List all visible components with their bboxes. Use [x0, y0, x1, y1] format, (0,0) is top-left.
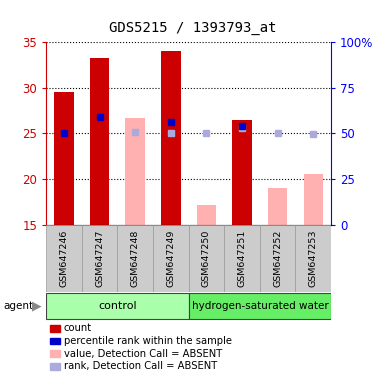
Text: rank, Detection Call = ABSENT: rank, Detection Call = ABSENT [64, 361, 217, 371]
Text: GSM647249: GSM647249 [166, 230, 175, 287]
Bar [153, 225, 189, 292]
Text: count: count [64, 323, 92, 333]
Text: GSM647247: GSM647247 [95, 230, 104, 287]
Text: hydrogen-saturated water: hydrogen-saturated water [191, 301, 328, 311]
Bar [296, 225, 331, 292]
Bar [303, 174, 323, 225]
Bar [54, 93, 74, 225]
Text: GSM647252: GSM647252 [273, 230, 282, 287]
Text: GSM647246: GSM647246 [60, 230, 69, 287]
Bar [189, 225, 224, 292]
Text: percentile rank within the sample: percentile rank within the sample [64, 336, 231, 346]
Bar [90, 58, 109, 225]
Text: GSM647253: GSM647253 [309, 230, 318, 287]
Text: GSM647248: GSM647248 [131, 230, 140, 287]
Text: control: control [98, 301, 137, 311]
Bar [260, 225, 296, 292]
Bar [161, 51, 181, 225]
Bar [224, 225, 260, 292]
Text: value, Detection Call = ABSENT: value, Detection Call = ABSENT [64, 349, 222, 359]
Bar [189, 293, 331, 319]
Bar [82, 225, 117, 292]
Bar [232, 120, 252, 225]
Bar [268, 188, 288, 225]
Bar [46, 293, 189, 319]
Bar [117, 225, 153, 292]
Text: GDS5215 / 1393793_at: GDS5215 / 1393793_at [109, 21, 276, 35]
Text: GSM647250: GSM647250 [202, 230, 211, 287]
Bar [46, 225, 82, 292]
Text: ▶: ▶ [32, 300, 42, 313]
Bar [126, 118, 145, 225]
Text: agent: agent [4, 301, 34, 311]
Bar [197, 205, 216, 225]
Text: GSM647251: GSM647251 [238, 230, 246, 287]
